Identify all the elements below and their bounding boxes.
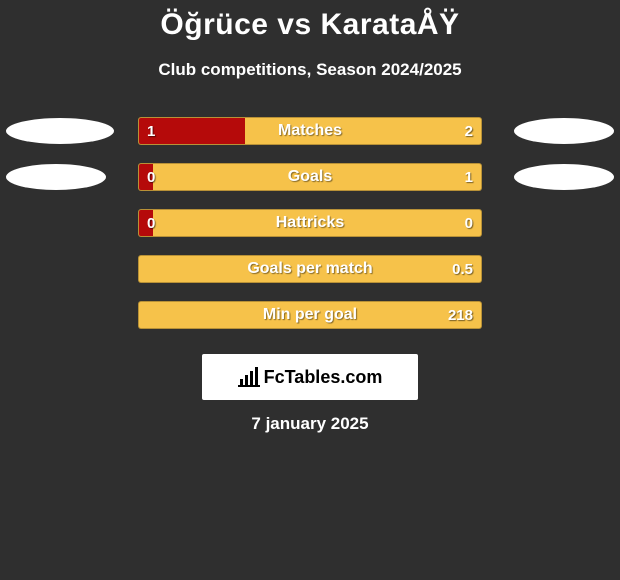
player2-value: 1 [465, 164, 473, 190]
stat-label: Goals [139, 164, 481, 190]
player2-ellipse [514, 118, 614, 144]
player2-value: 0.5 [452, 256, 473, 282]
player2-value: 218 [448, 302, 473, 328]
stat-bar: 12Matches [138, 117, 482, 145]
source-logo: FcTables.com [202, 354, 418, 400]
card-date: 7 january 2025 [0, 414, 620, 434]
stat-bar: 0 0Hattricks [138, 209, 482, 237]
stat-row: 12Matches [0, 108, 620, 154]
player1-ellipse [6, 118, 114, 144]
stat-row: 0.5Goals per match [0, 246, 620, 292]
comparison-card: Öğrüce vs KarataÅŸ Club competitions, Se… [0, 0, 620, 434]
logo-text: FcTables.com [238, 367, 383, 388]
stat-bar: 218Min per goal [138, 301, 482, 329]
stats-section: 12Matches01Goals00Hattricks0.5Goals per … [0, 108, 620, 338]
stat-row: 0 1Goals [0, 154, 620, 200]
player1-value: 1 [147, 118, 155, 144]
logo-label: FcTables.com [264, 367, 383, 388]
player2-value: 2 [465, 118, 473, 144]
card-title: Öğrüce vs KarataÅŸ [0, 8, 620, 42]
bar-chart-icon [238, 367, 260, 387]
stat-bar: 0.5Goals per match [138, 255, 482, 283]
stat-label: Min per goal [139, 302, 481, 328]
stat-label: Goals per match [139, 256, 481, 282]
player2-ellipse [514, 164, 614, 190]
player1-value: 0 [147, 210, 155, 236]
player2-value: 0 [465, 210, 473, 236]
player1-value: 0 [147, 164, 155, 190]
card-subtitle: Club competitions, Season 2024/2025 [0, 60, 620, 80]
stat-bar: 0 1Goals [138, 163, 482, 191]
player1-ellipse [6, 164, 106, 190]
stat-row: 218Min per goal [0, 292, 620, 338]
stat-row: 0 0Hattricks [0, 200, 620, 246]
stat-label: Hattricks [139, 210, 481, 236]
